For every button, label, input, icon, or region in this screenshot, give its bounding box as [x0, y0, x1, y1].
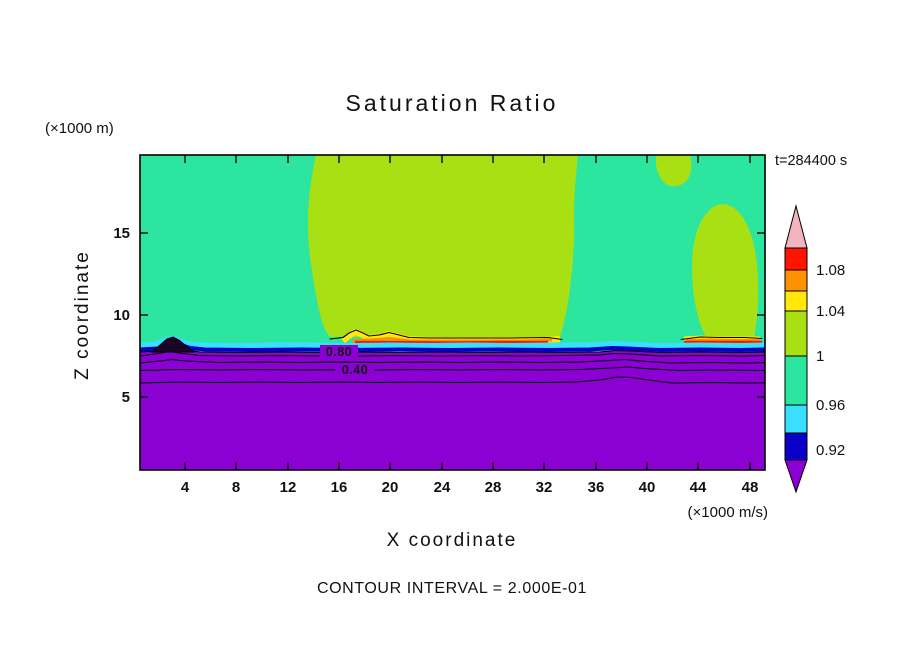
x-axis-units: (×1000 m/s)	[688, 504, 768, 521]
colorbar-segment-green-yellow	[784, 310, 808, 357]
y-tick-labels: 15 10 5	[113, 225, 130, 406]
y-tick-label: 15	[113, 225, 130, 242]
x-tick-label: 36	[588, 479, 605, 496]
x-tick-label: 32	[536, 479, 553, 496]
y-tick-label: 5	[122, 389, 130, 406]
dry-region	[140, 344, 765, 470]
cloudtop-red-stripe-left	[355, 340, 548, 344]
contour-line-0p2	[140, 376, 765, 384]
contour-label-080: 0.80	[326, 345, 352, 359]
x-tick-label: 44	[690, 479, 707, 496]
interface-peak-feature	[150, 336, 196, 353]
colorbar-label: 1	[816, 348, 824, 365]
plot-frame	[139, 154, 766, 471]
contour-label-040: 0.40	[342, 363, 368, 377]
x-tick-label: 8	[232, 479, 240, 496]
x-tick-label: 48	[742, 479, 759, 496]
y-axis-title: Z coordinate	[72, 250, 93, 380]
x-ticks-top	[184, 155, 751, 163]
colorbar-label: 1.04	[816, 303, 845, 320]
supersaturated-plume-center	[307, 155, 578, 337]
y-ticks-left	[140, 232, 148, 398]
colorbar-arrow-above	[784, 204, 808, 249]
colorbar-arrow-below	[784, 459, 808, 494]
contour-label-bg-040	[336, 363, 374, 376]
x-tick-label: 12	[280, 479, 297, 496]
colorbar-segment-yellow	[784, 290, 808, 312]
contour-field: 0.80 0.40	[140, 155, 765, 470]
colorbar-segment-red	[784, 247, 808, 271]
colorbar-segment-green	[784, 355, 808, 406]
colorbar-segment-cyan	[784, 404, 808, 434]
x-tick-labels: 4 8 12 16 20 24 28 32 36 40 44 48	[181, 479, 759, 496]
x-tick-label: 20	[382, 479, 399, 496]
y-axis-units: (×1000 m)	[45, 120, 114, 137]
x-axis-title: X coordinate	[387, 530, 518, 551]
supersaturated-plume-right	[692, 204, 759, 338]
colorbar-label: 1.08	[816, 262, 845, 279]
contour-line-1p0-right	[680, 336, 763, 341]
contour-interval-label: CONTOUR INTERVAL = 2.000E-01	[317, 580, 587, 597]
contour-line-1p0-left	[329, 329, 563, 341]
x-tick-label: 28	[485, 479, 502, 496]
contour-line-0p4	[140, 366, 765, 372]
y-ticks-right	[757, 232, 765, 398]
x-ticks-bottom	[184, 462, 751, 470]
colorbar-segment-orange	[784, 269, 808, 292]
x-tick-label: 40	[639, 479, 656, 496]
cloudtop-orange-stripe-right	[685, 338, 760, 342]
contour-label-bg-080	[320, 345, 358, 358]
chart-title: Saturation Ratio	[346, 90, 559, 116]
colorbar-label: 0.92	[816, 442, 845, 459]
supersaturated-patch-top	[655, 155, 692, 187]
contour-line-0p8	[140, 350, 765, 357]
contour-line-0p6	[140, 358, 765, 364]
x-tick-label: 24	[434, 479, 451, 496]
timestamp-label: t=284400 s	[775, 153, 847, 169]
colorbar-segment-blue	[784, 432, 808, 461]
colorbar: 1.08 1.04 1 0.96 0.92	[784, 204, 845, 494]
y-tick-label: 10	[113, 307, 130, 324]
colorbar-label: 0.96	[816, 397, 845, 414]
x-tick-label: 4	[181, 479, 190, 496]
x-tick-label: 16	[331, 479, 348, 496]
